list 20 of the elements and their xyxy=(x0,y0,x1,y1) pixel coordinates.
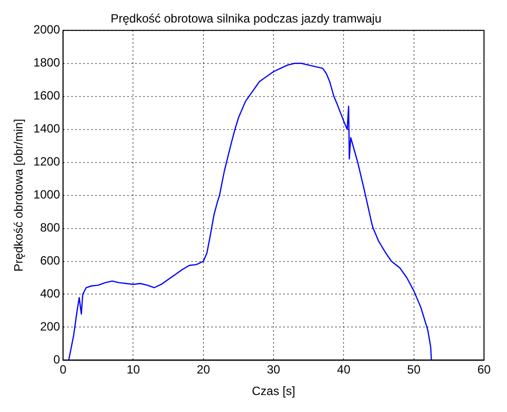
y-tick-label: 600 xyxy=(40,254,60,268)
y-axis-title: Prędkość obrotowa [obr/min] xyxy=(12,118,26,272)
y-tick-label: 2000 xyxy=(33,22,60,37)
x-tick-label: 20 xyxy=(196,362,210,377)
y-tick-label: 0 xyxy=(53,352,60,367)
y-tick-label: 1200 xyxy=(33,154,60,169)
x-tick-label: 50 xyxy=(407,362,421,377)
y-tick-label: 1000 xyxy=(33,188,60,202)
x-tick-label: 60 xyxy=(477,362,491,377)
x-tick-label: 10 xyxy=(126,362,140,377)
chart-title: Prędkość obrotowa silnika podczas jazdy tramwaju xyxy=(110,12,382,26)
y-tick-label: 400 xyxy=(40,286,60,301)
y-tick-label: 800 xyxy=(40,220,60,235)
x-tick-label: 40 xyxy=(337,362,351,377)
y-tick-label: 200 xyxy=(40,320,60,334)
x-axis-title: Czas [s] xyxy=(252,384,296,398)
y-tick-label: 1400 xyxy=(33,122,60,136)
y-tick-label: 1600 xyxy=(33,88,60,103)
y-tick-label: 1800 xyxy=(33,56,60,70)
x-tick-label: 30 xyxy=(266,362,281,377)
